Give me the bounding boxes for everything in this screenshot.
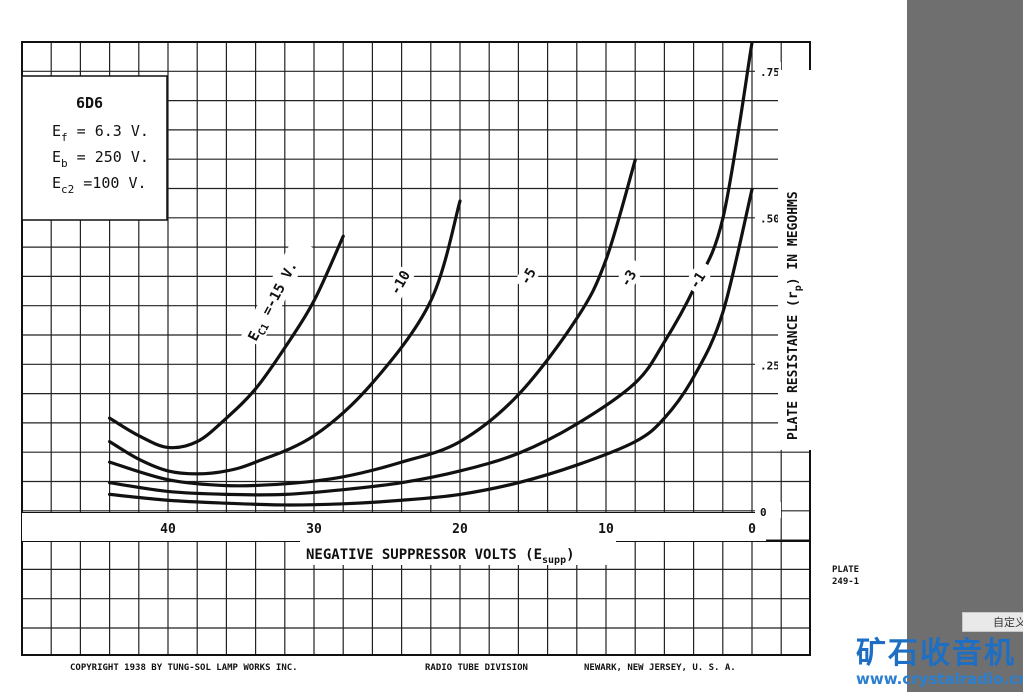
x-tick-30: 30 — [306, 522, 322, 537]
viewer-sidebar — [907, 0, 1023, 692]
watermark-url: www.crystalradio.cn — [856, 670, 1023, 688]
xlabel-bg — [300, 541, 616, 565]
x-tick-0: 0 — [748, 522, 756, 537]
curve-label-3: -5 — [518, 265, 540, 288]
y-tick-bg — [755, 208, 781, 225]
x-tick-20: 20 — [452, 522, 468, 537]
chart-page: 6D6 Ef = 6.3 V. Eb = 250 V. Ec2 =100 V. 40… — [21, 41, 860, 673]
plate-label: PLATE — [832, 565, 859, 575]
tube-type: 6D6 — [76, 94, 103, 112]
spec-line-3: Ec2 =100 V. — [52, 174, 147, 196]
y-axis-label: PLATE RESISTANCE (rp) IN MEGOHMS — [786, 191, 804, 440]
y-tick-bg — [755, 502, 781, 518]
curve-label-4: -3 — [618, 267, 641, 290]
y-tick-.75: .75 — [760, 66, 780, 79]
watermark-logo: 矿石收音机 — [856, 636, 1016, 671]
curve-label-bg — [384, 265, 415, 301]
y-tick-.25: .25 — [760, 359, 780, 372]
curve-label-bg — [683, 259, 715, 295]
spec-line-1: Ef = 6.3 V. — [52, 122, 149, 144]
curve-3 — [108, 158, 637, 488]
curve-5 — [108, 187, 754, 507]
curve-labels: EC1 =-15 V. -10 -5 -3 -1 — [240, 237, 715, 347]
chart-svg: 6D6 Ef = 6.3 V. Eb = 250 V. Ec2 =100 V. 40… — [21, 41, 859, 673]
y-tick-bg — [755, 355, 781, 372]
axis-band — [22, 513, 766, 541]
spec-conditions: Ef = 6.3 V. Eb = 250 V. Ec2 =100 V. — [52, 122, 149, 196]
curve-2 — [108, 199, 462, 476]
sidebar-tab[interactable]: 自定义 — [962, 612, 1023, 632]
x-tick-10: 10 — [598, 522, 614, 537]
curve-label-5: -1 — [687, 269, 710, 292]
x-axis-label: NEGATIVE SUPPRESSOR VOLTS (Esupp) — [306, 547, 575, 566]
footer-copyright: COPYRIGHT 1938 BY TUNG-SOL LAMP WORKS IN… — [70, 663, 298, 673]
spec-line-2: Eb = 250 V. — [52, 148, 149, 170]
y-tick-labels: 0 .25 .50 .75 — [755, 62, 781, 519]
plate-number: 249-1 — [832, 577, 859, 587]
x-tick-40: 40 — [160, 522, 176, 537]
y-tick-.50: .50 — [760, 213, 780, 226]
footer-division: RADIO TUBE DIVISION — [425, 663, 528, 673]
y-tick-0: 0 — [760, 506, 767, 519]
footer-location: NEWARK, NEW JERSEY, U. S. A. — [584, 663, 736, 673]
curve-label-bg — [514, 255, 545, 291]
ylabel-bg — [778, 70, 812, 450]
spec-box — [21, 75, 168, 221]
x-tick-labels: 40 30 20 10 0 — [160, 522, 756, 537]
y-tick-bg — [755, 62, 781, 78]
curve-label-bg — [240, 237, 313, 347]
curve-label-bg — [614, 257, 646, 293]
curve-1 — [108, 234, 345, 450]
